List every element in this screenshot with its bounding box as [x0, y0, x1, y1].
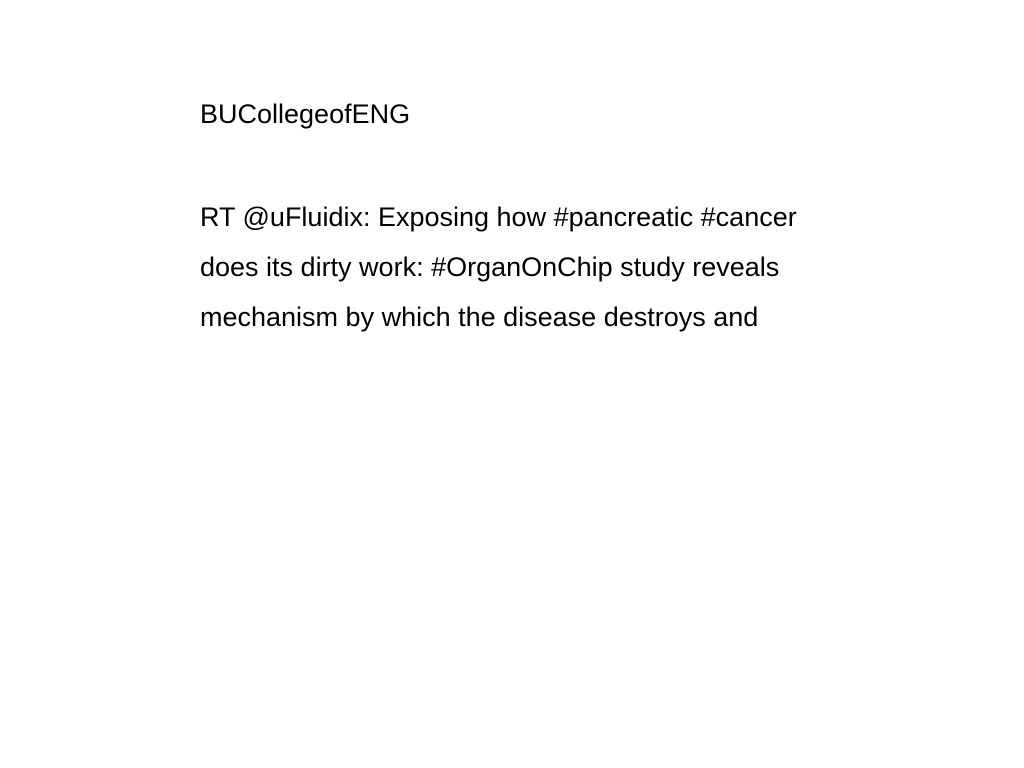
document-content: BUCollegeofENG RT @uFluidix: Exposing ho…: [200, 92, 860, 342]
tweet-line: mechanism by which the disease destroys …: [200, 302, 759, 332]
tweet-line: RT @uFluidix: Exposing how #pancreatic #…: [200, 202, 797, 232]
tweet-text: RT @uFluidix: Exposing how #pancreatic #…: [200, 192, 860, 342]
tweet-line: does its dirty work: #OrganOnChip study …: [200, 252, 780, 282]
author-handle: BUCollegeofENG: [200, 99, 411, 129]
